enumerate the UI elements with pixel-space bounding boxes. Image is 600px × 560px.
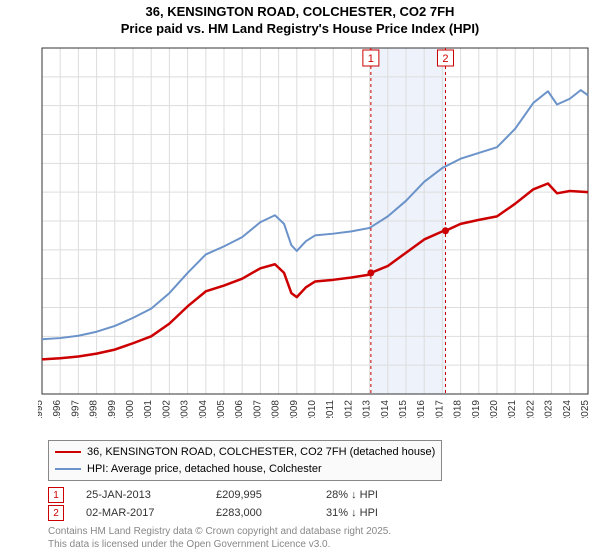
svg-text:2013: 2013 bbox=[362, 400, 373, 418]
legend-label: 36, KENSINGTON ROAD, COLCHESTER, CO2 7FH… bbox=[87, 444, 435, 461]
marker-row: 1 25-JAN-2013£209,99528% ↓ HPI bbox=[48, 486, 446, 504]
svg-text:2003: 2003 bbox=[180, 400, 191, 418]
svg-text:2000: 2000 bbox=[125, 400, 136, 418]
marker-number-box: 1 bbox=[48, 487, 64, 503]
svg-text:1998: 1998 bbox=[89, 400, 100, 418]
svg-text:1995: 1995 bbox=[38, 400, 45, 418]
legend: 36, KENSINGTON ROAD, COLCHESTER, CO2 7FH… bbox=[48, 440, 442, 481]
svg-text:2019: 2019 bbox=[471, 400, 482, 418]
marker-delta: 28% ↓ HPI bbox=[326, 489, 446, 501]
title-line1: 36, KENSINGTON ROAD, COLCHESTER, CO2 7FH bbox=[0, 4, 600, 21]
svg-text:2020: 2020 bbox=[489, 400, 500, 418]
footer-line2: This data is licensed under the Open Gov… bbox=[48, 539, 391, 552]
marker-price: £283,000 bbox=[216, 507, 326, 519]
svg-text:2006: 2006 bbox=[234, 400, 245, 418]
svg-text:2007: 2007 bbox=[252, 400, 263, 418]
marker-date: 25-JAN-2013 bbox=[86, 489, 216, 501]
marker-delta: 31% ↓ HPI bbox=[326, 507, 446, 519]
svg-text:1: 1 bbox=[368, 53, 374, 65]
marker-number-box: 2 bbox=[48, 505, 64, 521]
svg-text:2010: 2010 bbox=[307, 400, 318, 418]
svg-text:2001: 2001 bbox=[143, 400, 154, 418]
svg-text:2011: 2011 bbox=[325, 400, 336, 418]
line-chart: £0£50K£100K£150K£200K£250K£300K£350K£400… bbox=[38, 44, 592, 418]
marker-date: 02-MAR-2017 bbox=[86, 507, 216, 519]
footer: Contains HM Land Registry data © Crown c… bbox=[48, 526, 391, 551]
svg-text:2018: 2018 bbox=[453, 400, 464, 418]
legend-swatch bbox=[55, 451, 81, 453]
svg-text:1997: 1997 bbox=[70, 400, 81, 418]
title-line2: Price paid vs. HM Land Registry's House … bbox=[0, 21, 600, 38]
marker-price: £209,995 bbox=[216, 489, 326, 501]
footer-line1: Contains HM Land Registry data © Crown c… bbox=[48, 526, 391, 539]
svg-text:2023: 2023 bbox=[544, 400, 555, 418]
marker-row: 2 02-MAR-2017£283,00031% ↓ HPI bbox=[48, 504, 446, 522]
legend-item: 36, KENSINGTON ROAD, COLCHESTER, CO2 7FH… bbox=[55, 444, 435, 461]
legend-swatch bbox=[55, 468, 81, 470]
svg-text:2005: 2005 bbox=[216, 400, 227, 418]
svg-text:2002: 2002 bbox=[161, 400, 172, 418]
chart-area: £0£50K£100K£150K£200K£250K£300K£350K£400… bbox=[38, 44, 592, 418]
svg-text:2009: 2009 bbox=[289, 400, 300, 418]
svg-text:2004: 2004 bbox=[198, 400, 209, 418]
title-block: 36, KENSINGTON ROAD, COLCHESTER, CO2 7FH… bbox=[0, 0, 600, 38]
svg-text:2: 2 bbox=[442, 53, 448, 65]
svg-text:2024: 2024 bbox=[562, 400, 573, 418]
svg-text:1996: 1996 bbox=[52, 400, 63, 418]
svg-text:2017: 2017 bbox=[434, 400, 445, 418]
svg-text:2025: 2025 bbox=[580, 400, 591, 418]
svg-text:2008: 2008 bbox=[271, 400, 282, 418]
svg-text:2014: 2014 bbox=[380, 400, 391, 418]
svg-text:2015: 2015 bbox=[398, 400, 409, 418]
markers-table: 1 25-JAN-2013£209,99528% ↓ HPI 2 02-MAR-201… bbox=[48, 486, 446, 522]
svg-text:2022: 2022 bbox=[525, 400, 536, 418]
svg-text:2021: 2021 bbox=[507, 400, 518, 418]
svg-text:1999: 1999 bbox=[107, 400, 118, 418]
svg-text:2016: 2016 bbox=[416, 400, 427, 418]
legend-item: HPI: Average price, detached house, Colc… bbox=[55, 461, 435, 478]
legend-label: HPI: Average price, detached house, Colc… bbox=[87, 461, 322, 478]
chart-container: 36, KENSINGTON ROAD, COLCHESTER, CO2 7FH… bbox=[0, 0, 600, 560]
svg-text:2012: 2012 bbox=[343, 400, 354, 418]
